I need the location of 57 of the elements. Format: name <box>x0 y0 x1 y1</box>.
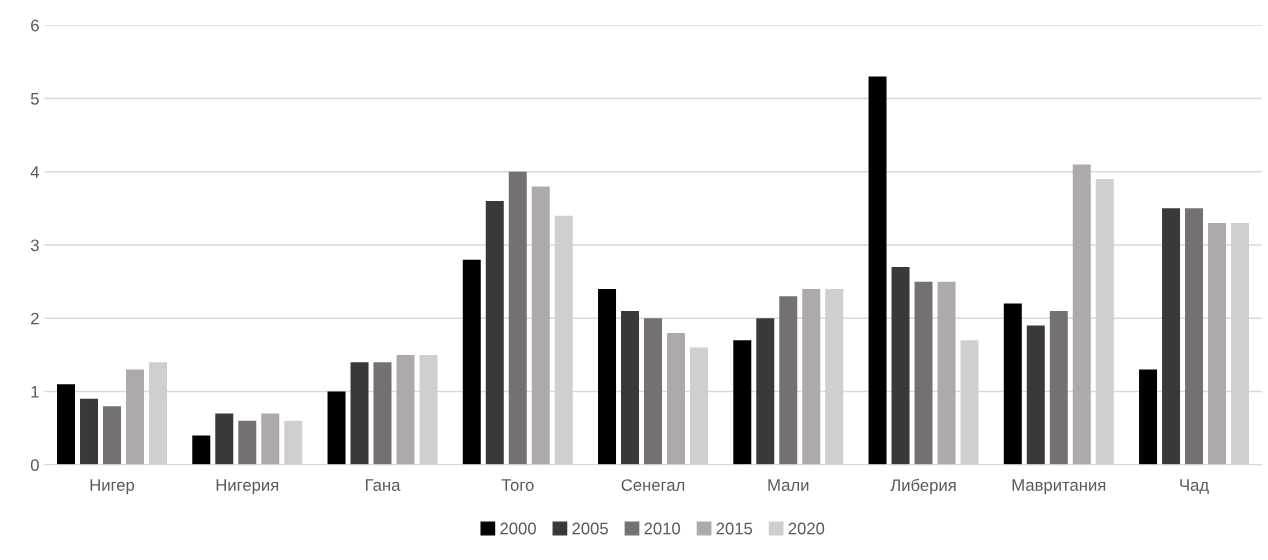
bar <box>1003 303 1022 465</box>
x-tick-label: Либерия <box>890 478 956 495</box>
legend-label: 2010 <box>644 522 681 535</box>
y-tick-label: 2 <box>31 312 39 325</box>
y-tick-label: 6 <box>31 19 39 32</box>
bar <box>238 420 257 465</box>
bar <box>598 288 617 465</box>
bar <box>1139 369 1158 465</box>
x-tick-label: Нигер <box>90 479 135 495</box>
bar <box>914 281 933 465</box>
bar <box>733 340 752 465</box>
x-tick-label: Мавритания <box>1012 479 1106 495</box>
bar <box>1072 164 1091 465</box>
bar <box>373 362 392 465</box>
bar <box>508 171 527 465</box>
bar <box>1185 208 1204 465</box>
legend-label: 2020 <box>788 522 825 535</box>
bar <box>756 318 775 465</box>
bar <box>103 406 121 465</box>
y-tick-label: 3 <box>30 239 39 252</box>
bar <box>644 318 663 465</box>
bar <box>350 362 369 465</box>
bar <box>462 259 481 465</box>
x-tick-label: Мали <box>768 479 809 491</box>
bar <box>327 391 346 465</box>
legend-label: 2005 <box>572 522 608 535</box>
bar <box>1208 223 1227 465</box>
legend-label: 2000 <box>500 522 536 535</box>
x-tick-label: Того <box>501 479 534 491</box>
bar <box>531 186 550 465</box>
x-tick-label: Сенегал <box>621 479 685 491</box>
bar <box>1162 208 1181 465</box>
x-tick-label: Чад <box>1180 479 1209 495</box>
x-tick-label: Нигерия <box>216 479 279 495</box>
bar <box>868 76 887 465</box>
x-tick-label: Гана <box>365 479 401 491</box>
bar <box>667 332 686 465</box>
bar <box>126 369 144 465</box>
y-tick-label: 4 <box>30 166 40 178</box>
bar <box>192 435 211 465</box>
bar <box>802 288 821 465</box>
bar <box>57 384 76 465</box>
bar <box>80 398 99 465</box>
bar <box>891 266 910 465</box>
legend-label: 2015 <box>716 522 753 535</box>
bar <box>215 413 234 465</box>
bar <box>937 281 956 465</box>
y-tick-label: 1 <box>31 386 39 398</box>
bar <box>396 354 415 465</box>
bar <box>779 296 798 465</box>
y-tick-label: 0 <box>30 459 39 471</box>
bar <box>1026 325 1045 465</box>
bar <box>485 201 504 465</box>
y-tick-label: 5 <box>30 93 39 105</box>
bar <box>261 413 280 465</box>
bar <box>621 310 640 465</box>
bar <box>1049 310 1068 465</box>
